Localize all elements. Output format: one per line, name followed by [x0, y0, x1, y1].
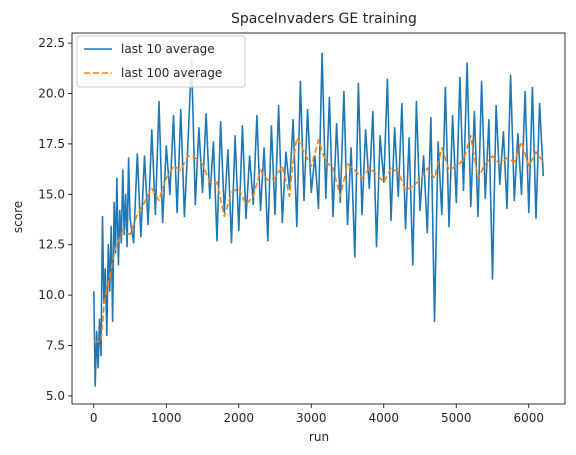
- legend-frame: [76, 35, 246, 88]
- series-line-last-10-average: [93, 52, 545, 387]
- plot-area: [93, 52, 545, 387]
- y-tick-label: 5.0: [46, 389, 65, 403]
- x-axis-label: run: [309, 430, 329, 444]
- series-line-last-100-average: [93, 135, 544, 343]
- legend-label-last-100-average: last 100 average: [121, 66, 222, 80]
- x-tick-label: 0: [90, 411, 98, 425]
- y-tick-label: 15.0: [38, 187, 65, 201]
- x-tick-label: 5000: [441, 411, 472, 425]
- x-tick-label: 2000: [223, 411, 254, 425]
- y-tick-label: 17.5: [38, 137, 65, 151]
- axes-frame: [71, 32, 566, 405]
- x-tick-label: 3000: [296, 411, 327, 425]
- x-tick-label: 6000: [513, 411, 544, 425]
- x-tick-label: 4000: [368, 411, 399, 425]
- legend-label-last-10-average: last 10 average: [121, 42, 215, 56]
- y-tick-label: 10.0: [38, 288, 65, 302]
- y-tick-label: 22.5: [38, 36, 65, 50]
- y-axis-label: score: [11, 201, 25, 233]
- legend: last 10 average last 100 average: [76, 35, 246, 88]
- y-tick-label: 20.0: [38, 86, 65, 100]
- y-tick-label: 7.5: [46, 339, 65, 353]
- x-tick-label: 1000: [151, 411, 182, 425]
- axes: 0 1000 2000 3000 4000 5000 6000 5.0 7.5 10.0 12.5 1…: [38, 32, 566, 425]
- y-tick-label: 12.5: [38, 238, 65, 252]
- chart-title: SpaceInvaders GE training: [231, 11, 417, 27]
